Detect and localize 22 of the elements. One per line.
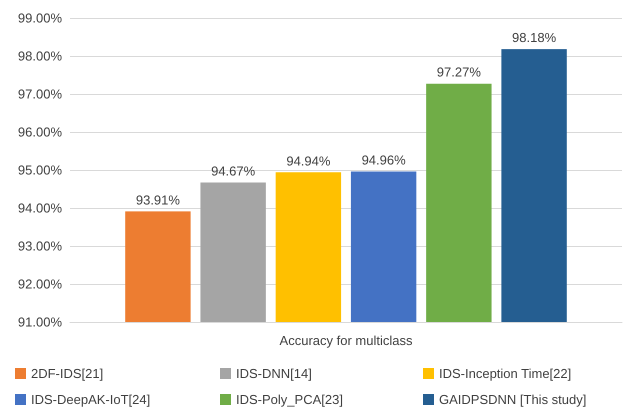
y-tick-label: 91.00% [18, 314, 62, 330]
x-tick-label: Accuracy for multiclass [280, 333, 413, 348]
data-label: 98.18% [512, 30, 557, 46]
y-tick-label: 93.00% [18, 238, 62, 254]
legend-label: IDS-DNN[14] [236, 366, 312, 381]
y-tick-label: 99.00% [18, 10, 62, 26]
legend-label: IDS-DeepAK-IoT[24] [31, 392, 150, 407]
y-tick-label: 96.00% [18, 124, 62, 140]
y-tick-label: 95.00% [18, 162, 62, 178]
data-label: 94.67% [211, 164, 256, 179]
y-tick-label: 92.00% [18, 276, 62, 292]
y-tick-label: 94.00% [18, 200, 62, 216]
legend-label: IDS-Inception Time[22] [439, 366, 572, 381]
data-label: 94.94% [286, 153, 331, 168]
data-label: 94.96% [362, 152, 406, 168]
y-tick-label: 98.00% [18, 48, 62, 64]
legend-label: GAIDPSDNN [This study] [439, 392, 586, 407]
y-tick-label: 97.00% [18, 86, 62, 102]
legend-label: IDS-Poly_PCA[23] [236, 392, 343, 407]
data-label: 93.91% [136, 192, 180, 208]
legend-label: 2DF-IDS[21] [31, 366, 104, 381]
data-label: 97.27% [436, 64, 482, 80]
